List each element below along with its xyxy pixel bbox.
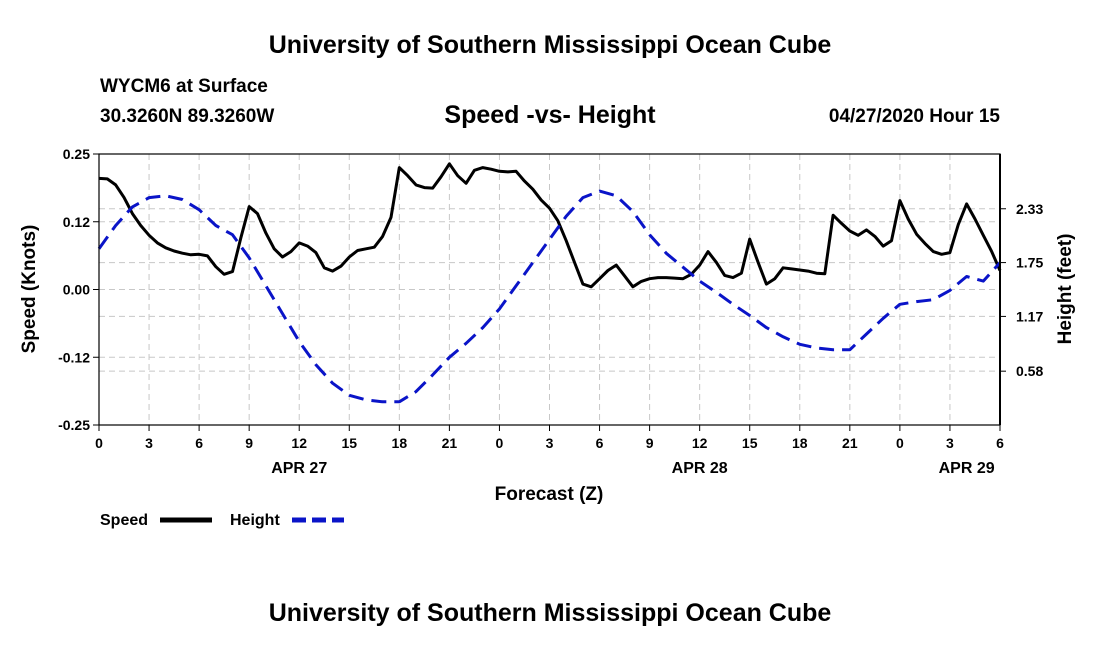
x-tick-label: 18	[392, 435, 408, 451]
station-name: WYCM6 at Surface	[100, 76, 268, 97]
x-tick-label: 15	[742, 435, 758, 451]
label-layer: Forecast (Z) Speed (Knots) Height (feet)	[19, 225, 1076, 505]
x-tick-label: 0	[896, 435, 904, 451]
x-tick-label: 9	[646, 435, 654, 451]
axis-layer: 0 3 6 9 12 15 18 21 0 3 6 9 12 15 18 21 0 3 6 0.25 0.12 0.00 -…	[58, 146, 1043, 477]
series-layer	[97, 162, 1002, 404]
y-left-tick-label: 0.25	[63, 146, 90, 162]
x-tick-label: 12	[291, 435, 307, 451]
x-tick-label: 6	[596, 435, 604, 451]
legend-label-height: Height	[230, 512, 280, 529]
x-tick-label: 9	[245, 435, 253, 451]
y-axis-label-right: Height (feet)	[1055, 234, 1076, 345]
speed-series-line	[98, 162, 1002, 289]
x-date-label: APR 28	[672, 460, 728, 477]
x-tick-label: 3	[145, 435, 153, 451]
height-series-line	[97, 189, 1002, 404]
header-title: University of Southern Mississippi Ocean…	[268, 31, 832, 59]
x-tick-label: 21	[442, 435, 458, 451]
chart-title: Speed -vs- Height	[444, 101, 656, 129]
x-date-label: APR 27	[271, 460, 327, 477]
y-right-tick-label: 0.58	[1016, 363, 1043, 379]
station-coordinates: 30.3260N 89.3260W	[100, 106, 275, 127]
x-tick-label: 6	[996, 435, 1004, 451]
y-axis-label-left: Speed (Knots)	[19, 225, 40, 354]
y-left-tick-label: -0.12	[58, 349, 90, 365]
forecast-datetime: 04/27/2020 Hour 15	[828, 106, 1000, 127]
grid-layer	[99, 154, 1000, 425]
y-right-tick-label: 1.75	[1016, 255, 1043, 271]
x-tick-label: 3	[946, 435, 954, 451]
legend: Speed Height	[100, 512, 344, 529]
x-tick-label: 0	[95, 435, 103, 451]
x-tick-label: 21	[842, 435, 858, 451]
x-tick-label: 0	[496, 435, 504, 451]
x-tick-label: 6	[195, 435, 203, 451]
x-tick-label: 18	[792, 435, 808, 451]
legend-label-speed: Speed	[100, 512, 148, 529]
x-date-label: APR 29	[939, 460, 995, 477]
x-tick-label: 12	[692, 435, 708, 451]
y-left-tick-label: 0.12	[63, 214, 90, 230]
y-left-tick-label: 0.00	[63, 282, 90, 298]
footer-title: University of Southern Mississippi Ocean…	[268, 599, 832, 627]
x-tick-label: 3	[546, 435, 554, 451]
y-left-tick-label: -0.25	[58, 417, 90, 433]
y-right-tick-label: 2.33	[1016, 201, 1043, 217]
x-tick-label: 15	[341, 435, 357, 451]
y-right-tick-label: 1.17	[1016, 308, 1043, 324]
x-axis-label: Forecast (Z)	[495, 484, 604, 505]
